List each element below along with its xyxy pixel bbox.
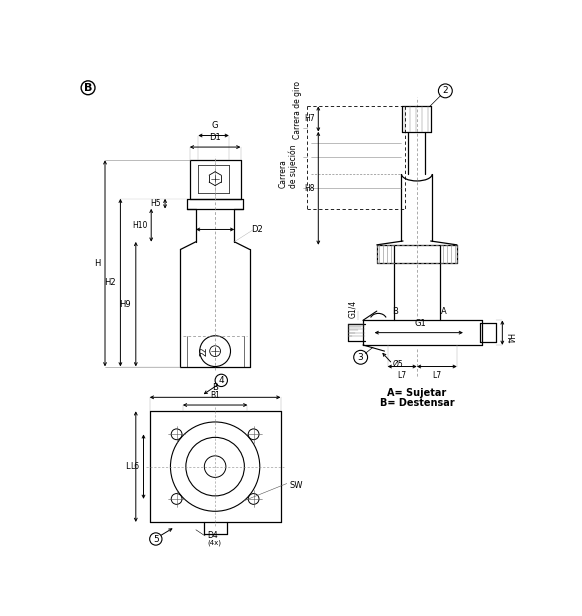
Text: B= Destensar: B= Destensar [379,399,454,408]
Text: H9: H9 [119,299,131,309]
Text: D2: D2 [251,225,263,234]
Text: L6: L6 [130,462,139,471]
Text: L: L [125,462,130,471]
Text: A= Sujetar: A= Sujetar [387,389,446,399]
Text: B: B [392,307,398,317]
Text: H7: H7 [304,115,314,123]
Text: SW: SW [290,481,303,490]
Text: B: B [212,383,218,392]
Text: 4: 4 [218,376,224,385]
Text: 5: 5 [153,535,159,543]
Text: H4: H4 [504,333,513,343]
Text: Ø5: Ø5 [392,360,403,369]
Text: 2: 2 [442,86,448,95]
Text: A: A [441,307,446,317]
Text: G: G [212,121,218,130]
Text: Carrera
de sujeción: Carrera de sujeción [278,144,298,188]
Text: L7: L7 [432,371,441,380]
Text: 22: 22 [199,346,208,356]
Text: H2: H2 [104,278,116,287]
Text: B: B [84,83,93,93]
Text: H8: H8 [304,184,314,193]
Text: D1: D1 [210,132,221,142]
Text: G1: G1 [415,319,427,328]
Text: Carrera de giro: Carrera de giro [293,81,302,139]
Text: B1: B1 [210,391,220,400]
Text: D4: D4 [207,532,218,540]
Text: H5: H5 [151,199,161,208]
Text: H: H [94,259,100,268]
Text: (4x): (4x) [207,540,221,546]
Text: H10: H10 [132,221,147,230]
Text: L7: L7 [398,371,407,380]
Text: G1/4: G1/4 [349,300,357,318]
Text: 3: 3 [358,353,364,362]
